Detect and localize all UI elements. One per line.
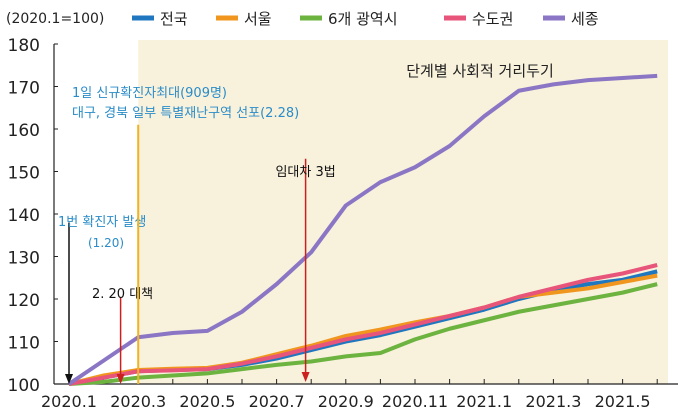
y-tick-label: 120: [8, 291, 40, 311]
series-line-4: [67, 73, 658, 386]
legend-label-3: 수도권: [472, 10, 513, 28]
legend-label-1: 서울: [244, 10, 272, 28]
first-case-date: (1.20): [88, 236, 124, 250]
y-tick-label: 170: [8, 79, 40, 99]
x-tick-label: 2020.1: [41, 392, 97, 411]
series-line-3: [68, 263, 658, 386]
x-tick-label: 2021.5: [595, 392, 651, 411]
y-tick-label: 160: [8, 121, 40, 141]
y-tick-label: 100: [8, 376, 40, 396]
policy-220-arrowhead: [116, 374, 125, 384]
legend-label-0: 전국: [160, 10, 188, 28]
legend-label-2: 6개 광역시: [328, 10, 398, 28]
x-tick-label: 2020.5: [179, 392, 235, 411]
x-tick-label: 2021.1: [456, 392, 512, 411]
policy-220-label: 2. 20 대책: [92, 287, 153, 302]
y-tick-label: 140: [8, 206, 40, 226]
unit-label: (2020.1=100): [6, 11, 104, 27]
series-line-2: [68, 282, 658, 386]
x-tick-label: 2020.11: [382, 392, 448, 411]
first-case-arrowhead: [65, 374, 73, 384]
y-tick-label: 150: [8, 164, 40, 184]
rent-law-arrowhead: [301, 372, 310, 382]
shaded-region-label: 단계별 사회적 거리두기: [406, 62, 554, 80]
first-case-label: 1번 확진자 발생: [58, 215, 146, 230]
legend-label-4: 세종: [571, 10, 599, 28]
y-tick-label: 110: [8, 334, 40, 354]
y-tick-label: 130: [8, 249, 40, 269]
x-tick-label: 2020.3: [110, 392, 166, 411]
x-tick-label: 2021.3: [525, 392, 581, 411]
peak-cases-label-1: 1일 신규확진자최대(909명): [72, 86, 227, 101]
y-tick-label: 180: [8, 36, 40, 56]
rent-law-label: 임대차 3법: [275, 165, 335, 180]
x-tick-label: 2020.7: [249, 392, 305, 411]
peak-cases-label-2: 대구, 경북 일부 특별재난구역 선포(2.28): [72, 106, 299, 121]
x-tick-label: 2020.9: [318, 392, 374, 411]
